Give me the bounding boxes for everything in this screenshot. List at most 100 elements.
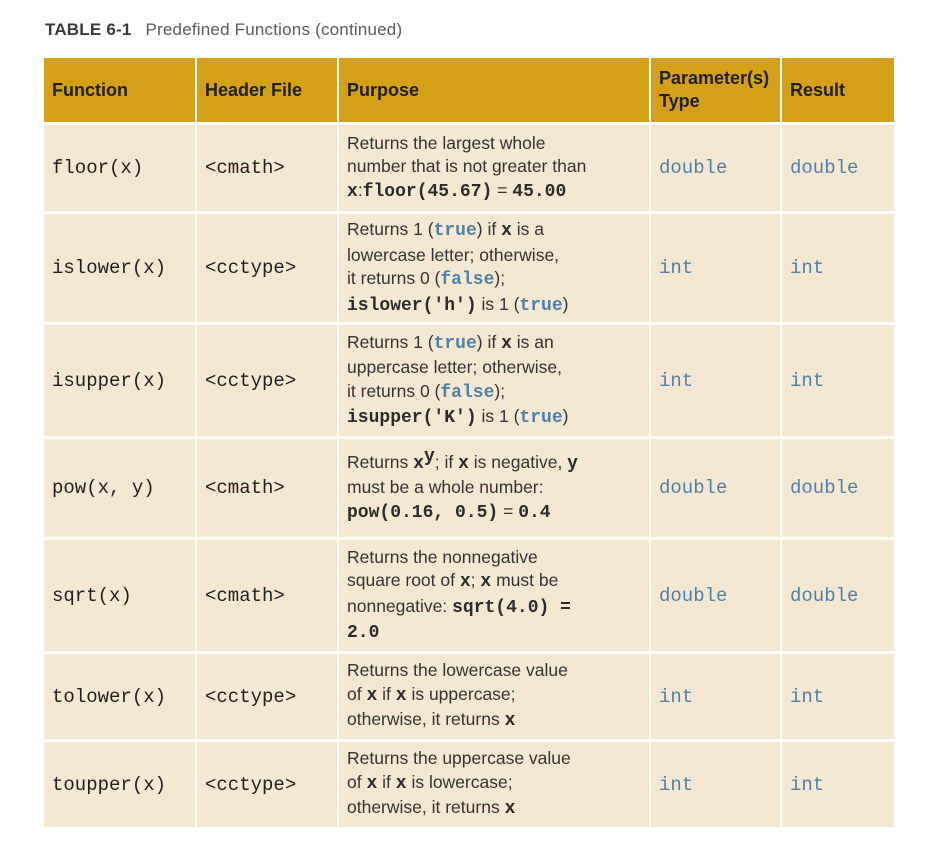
code-text: x xyxy=(366,685,378,706)
purpose-text: otherwise, it returns xyxy=(347,797,505,818)
header-file-cell: <cmath> xyxy=(196,437,339,540)
purpose-line: lowercase letter; otherwise, xyxy=(347,244,641,268)
purpose-line: it returns 0 (false); xyxy=(347,380,641,406)
purpose-cell: Returns the uppercase value of x if x is … xyxy=(338,740,651,830)
code-text: x xyxy=(501,333,512,354)
purpose-text: Returns 1 ( xyxy=(347,331,434,352)
code-text: x xyxy=(504,711,516,732)
purpose-text: = xyxy=(492,179,513,200)
function-cell: toupper(x) xyxy=(44,740,197,830)
purpose-line: Returns the nonnegative xyxy=(347,546,641,570)
purpose-text: uppercase letter; otherwise, xyxy=(347,357,562,377)
purpose-text: is negative, xyxy=(468,451,568,472)
function-cell: islower(x) xyxy=(44,212,197,325)
keyword-text: false xyxy=(440,270,495,290)
superscript-text: y xyxy=(423,446,435,467)
header-parameter-type: Parameter(s) Type xyxy=(650,58,782,125)
table-number: TABLE 6-1 xyxy=(45,20,132,39)
purpose-line: Returns 1 (true) if x is an xyxy=(347,331,641,357)
code-text: islower('h') xyxy=(347,295,477,316)
purpose-text: Returns the lowercase value xyxy=(347,660,568,681)
code-text: x xyxy=(413,453,424,474)
code-text: pow(0.16, 0.5) xyxy=(347,502,499,523)
purpose-line: otherwise, it returns x xyxy=(347,708,641,734)
purpose-cell: Returns xy; if x is negative, y must be a… xyxy=(338,437,651,540)
purpose-line: x:floor(45.67) = 45.00 xyxy=(347,179,641,205)
purpose-line: of x if x is lowercase; xyxy=(347,771,641,797)
header-file-cell: <cctype> xyxy=(196,323,339,439)
function-cell: isupper(x) xyxy=(44,323,197,439)
header-row: Function Header File Purpose Parameter(s… xyxy=(44,58,894,125)
purpose-line: 2.0 xyxy=(347,620,641,646)
code-text: x xyxy=(504,799,516,820)
purpose-text: Returns the largest whole xyxy=(347,132,546,153)
purpose-text: is a xyxy=(511,219,545,239)
header-purpose: Purpose xyxy=(338,58,651,125)
purpose-line: it returns 0 (false); xyxy=(347,267,641,293)
purpose-line: pow(0.16, 0.5) = 0.4 xyxy=(347,500,641,526)
purpose-text: must be xyxy=(491,570,559,590)
purpose-text: Returns the uppercase value xyxy=(347,748,571,769)
parameter-type-cell: double xyxy=(650,538,782,654)
code-text: x xyxy=(501,221,512,241)
purpose-line: islower('h') is 1 (true) xyxy=(347,293,641,319)
purpose-text: : xyxy=(357,179,363,200)
code-text: floor(45.67) xyxy=(362,181,493,202)
result-cell: int xyxy=(781,740,894,830)
table-row: tolower(x) <cctype> Returns the lowercase … xyxy=(44,652,894,742)
table-row: isupper(x) <cctype> Returns 1 (true) if x … xyxy=(44,323,894,439)
result-cell: int xyxy=(781,212,894,325)
purpose-line: must be a whole number: xyxy=(347,476,641,500)
predefined-functions-table: Function Header File Purpose Parameter(s… xyxy=(44,58,894,830)
header-file-cell: <cmath> xyxy=(196,123,339,214)
purpose-text: if xyxy=(377,771,396,792)
parameter-type-cell: int xyxy=(650,740,782,830)
parameter-type-cell: double xyxy=(650,123,782,214)
table-title: Predefined Functions (continued) xyxy=(145,20,403,39)
purpose-text: ) if xyxy=(476,331,502,352)
purpose-line: uppercase letter; otherwise, xyxy=(347,356,641,380)
table-row: sqrt(x) <cmath> Returns the nonnegative squ… xyxy=(44,538,894,654)
purpose-line: Returns 1 (true) if x is a xyxy=(347,218,641,244)
table-row: toupper(x) <cctype> Returns the uppercase … xyxy=(44,740,894,830)
purpose-text: if xyxy=(377,683,396,704)
code-text: x xyxy=(459,572,471,592)
purpose-text: is 1 ( xyxy=(476,406,520,426)
purpose-cell: Returns the lowercase value of x if x is … xyxy=(338,652,651,742)
purpose-text: is uppercase; xyxy=(406,683,516,704)
purpose-text: nonnegative: xyxy=(347,595,453,616)
code-text: y xyxy=(567,453,578,474)
keyword-text: false xyxy=(440,382,495,403)
parameter-type-cell: int xyxy=(650,323,782,439)
purpose-cell: Returns the largest whole number that is … xyxy=(338,123,651,214)
purpose-text: it returns 0 ( xyxy=(347,380,441,401)
result-cell: double xyxy=(781,123,894,214)
code-text: isupper('K') xyxy=(347,408,477,428)
purpose-text: is an xyxy=(511,331,554,352)
purpose-line: square root of x; x must be xyxy=(347,569,641,595)
purpose-cell: Returns 1 (true) if x is a lowercase lett… xyxy=(338,212,651,325)
code-text: x xyxy=(347,181,358,202)
purpose-text: is 1 ( xyxy=(476,293,520,314)
keyword-text: true xyxy=(433,333,477,354)
header-file-cell: <cctype> xyxy=(196,652,339,742)
purpose-text: Returns xyxy=(347,451,414,472)
header-result: Result xyxy=(781,58,894,125)
purpose-text: = xyxy=(498,500,519,521)
purpose-text: of xyxy=(347,771,367,792)
header-file-cell: <cctype> xyxy=(196,740,339,830)
table-row: floor(x) <cmath> Returns the largest whole… xyxy=(44,123,894,214)
function-cell: tolower(x) xyxy=(44,652,197,742)
purpose-text: ) xyxy=(562,406,569,426)
code-text: x xyxy=(395,773,407,794)
result-cell: int xyxy=(781,323,894,439)
purpose-text: ) xyxy=(562,293,569,314)
code-text: x xyxy=(480,572,492,592)
function-cell: floor(x) xyxy=(44,123,197,214)
table-row: islower(x) <cctype> Returns 1 (true) if x … xyxy=(44,212,894,325)
function-cell: sqrt(x) xyxy=(44,538,197,654)
purpose-text: Returns 1 ( xyxy=(347,219,434,239)
purpose-line: number that is not greater than xyxy=(347,155,641,179)
purpose-line: Returns the lowercase value xyxy=(347,659,641,683)
purpose-cell: Returns the nonnegative square root of x;… xyxy=(338,538,651,654)
